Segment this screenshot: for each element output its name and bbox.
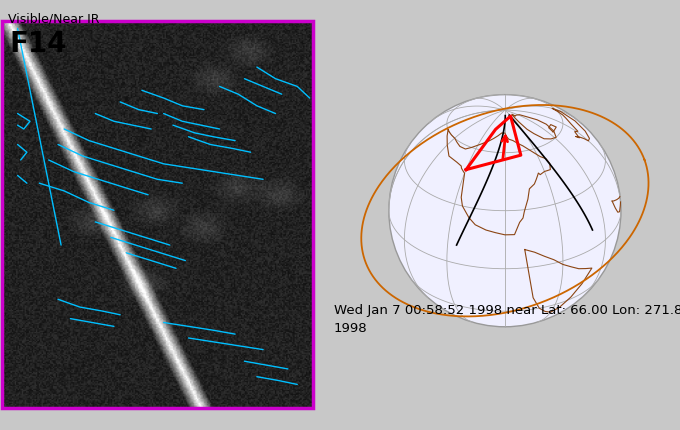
Circle shape — [389, 95, 621, 327]
Text: Visible/Near IR: Visible/Near IR — [8, 12, 99, 25]
Text: F14: F14 — [10, 30, 67, 58]
Text: Wed Jan 7 00:58:52 1998 near Lat: 66.00 Lon: 271.80.: Wed Jan 7 00:58:52 1998 near Lat: 66.00 … — [334, 304, 680, 317]
Text: 1998: 1998 — [334, 322, 368, 335]
